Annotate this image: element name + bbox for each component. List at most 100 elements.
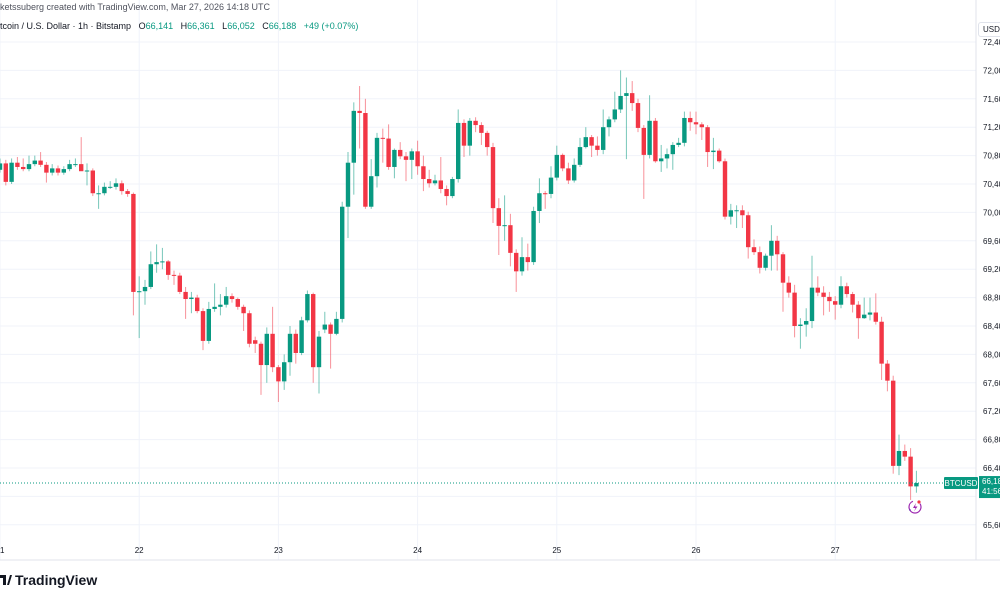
candle-body bbox=[137, 291, 142, 293]
candle-body bbox=[369, 176, 374, 207]
candle-up bbox=[218, 294, 223, 316]
candle-down bbox=[746, 211, 751, 259]
candle-body bbox=[183, 291, 188, 300]
candle-down bbox=[490, 142, 496, 224]
candle-up bbox=[50, 164, 55, 176]
candle-body bbox=[67, 164, 72, 170]
candle-body bbox=[44, 164, 49, 173]
open-value: 66,141 bbox=[145, 21, 174, 31]
candle-body bbox=[508, 225, 513, 253]
price-tick-label: 70,800 bbox=[983, 152, 1000, 161]
candle-body bbox=[670, 144, 675, 155]
candle-body bbox=[804, 321, 809, 325]
candle-down bbox=[293, 329, 298, 364]
candle-up bbox=[334, 311, 339, 336]
candle-up bbox=[206, 301, 211, 344]
candle-body bbox=[444, 188, 449, 197]
candle-body bbox=[438, 180, 443, 189]
price-tick-label: 71,600 bbox=[983, 95, 1000, 104]
candle-body bbox=[612, 109, 617, 120]
candle-up bbox=[102, 182, 107, 196]
candle-body bbox=[548, 177, 554, 194]
candle-up bbox=[84, 163, 90, 186]
candle-body bbox=[403, 156, 409, 160]
currency-button[interactable]: USD bbox=[978, 22, 1000, 37]
candle-body bbox=[55, 168, 61, 173]
candle-body bbox=[461, 122, 467, 146]
candle-body bbox=[96, 193, 101, 195]
candle-up bbox=[606, 116, 612, 137]
candle-up bbox=[624, 77, 629, 160]
candle-down bbox=[560, 153, 565, 172]
candle-down bbox=[496, 198, 501, 255]
price-tag-value: 66,188 bbox=[982, 477, 1000, 486]
candle-body bbox=[914, 483, 919, 487]
price-axis[interactable]: 72,400 72,000 71,600 71,200 70,800 70,400 70,0… bbox=[983, 38, 1000, 530]
candle-down bbox=[891, 375, 896, 474]
candle-body bbox=[815, 287, 820, 293]
candle-body bbox=[322, 324, 327, 330]
candle-body bbox=[357, 110, 362, 113]
time-axis[interactable]: 21 22 23 24 25 26 27 bbox=[0, 546, 840, 555]
candle-up bbox=[711, 137, 716, 170]
candle-body bbox=[902, 450, 907, 457]
candle-down bbox=[276, 365, 281, 402]
candle-up bbox=[137, 276, 142, 339]
candle-body bbox=[879, 321, 884, 364]
tradingview-logo[interactable]: TradingView bbox=[0, 572, 97, 588]
candle-down bbox=[821, 286, 826, 316]
candle-down bbox=[119, 180, 124, 195]
candle-body bbox=[763, 255, 768, 268]
candle-body bbox=[850, 294, 855, 305]
candle-body bbox=[26, 164, 32, 170]
candle-body bbox=[50, 168, 55, 173]
price-tick-label: 68,400 bbox=[983, 322, 1000, 331]
candle-body bbox=[467, 120, 472, 146]
candle-body bbox=[833, 301, 838, 305]
candle-up bbox=[160, 247, 165, 270]
candle-body bbox=[653, 120, 658, 162]
candle-body bbox=[154, 262, 159, 265]
candle-body bbox=[345, 162, 351, 207]
candle-body bbox=[61, 169, 66, 173]
candle-up bbox=[838, 276, 844, 309]
candle-body bbox=[572, 164, 577, 181]
candle-body bbox=[873, 312, 878, 322]
candle-up bbox=[142, 279, 148, 305]
time-tick-label: 23 bbox=[274, 546, 283, 555]
candle-up bbox=[148, 251, 153, 290]
candle-down bbox=[444, 185, 449, 206]
candle-down bbox=[90, 168, 95, 197]
candle-body bbox=[79, 164, 84, 172]
candle-body bbox=[340, 206, 345, 319]
candle-up bbox=[287, 326, 293, 376]
candle-body bbox=[131, 193, 136, 292]
price-tick-label: 67,200 bbox=[983, 407, 1000, 416]
candle-down bbox=[688, 111, 693, 131]
candle-down bbox=[908, 448, 913, 500]
candle-body bbox=[595, 145, 600, 150]
price-tick-label: 68,800 bbox=[983, 294, 1000, 303]
candle-down bbox=[780, 252, 786, 312]
close-label: C bbox=[262, 21, 269, 31]
candle-down bbox=[566, 162, 571, 184]
candle-down bbox=[258, 341, 264, 395]
candle-up bbox=[676, 137, 681, 148]
candle-up bbox=[809, 255, 815, 329]
candle-down bbox=[514, 249, 519, 292]
candle-up bbox=[432, 174, 438, 186]
candle-up bbox=[9, 158, 14, 184]
candle-body bbox=[102, 186, 107, 194]
candle-down bbox=[722, 158, 728, 220]
candle-up bbox=[450, 176, 455, 199]
candle-body bbox=[502, 225, 507, 227]
low-value: 66,052 bbox=[227, 21, 255, 31]
symbol-title[interactable]: tcoin / U.S. Dollar · 1h · Bitstamp bbox=[0, 21, 132, 31]
price-tick-label: 70,000 bbox=[983, 208, 1000, 217]
candle-down bbox=[421, 155, 426, 192]
lightning-bolt-icon[interactable] bbox=[908, 500, 922, 514]
price-tick-label: 66,800 bbox=[983, 436, 1000, 445]
candle-body bbox=[693, 122, 699, 125]
time-tick-label: 24 bbox=[413, 546, 422, 555]
